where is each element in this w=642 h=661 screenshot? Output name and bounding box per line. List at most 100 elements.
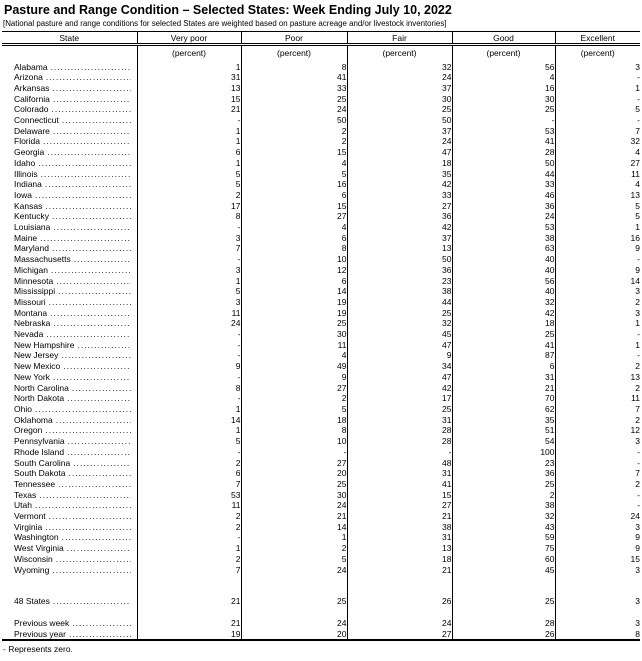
state-row: Tennessee 7 25 41 25 2 — [2, 478, 640, 490]
state-label: Virginia — [14, 521, 43, 532]
excellent-value: 27 — [554, 157, 640, 169]
good-value: 42 — [451, 307, 555, 319]
state-label: Oregon — [14, 425, 43, 436]
dot-leader — [53, 126, 131, 137]
state-cell: Wyoming — [2, 565, 137, 576]
very-poor-value: 21 — [136, 617, 241, 629]
poor-value: 25 — [240, 596, 347, 607]
dot-leader — [67, 543, 131, 554]
excellent-value: 1 — [554, 82, 640, 94]
very-poor-value: 6 — [136, 468, 241, 479]
good-value: 43 — [451, 521, 555, 533]
fair-value: 25 — [346, 404, 452, 415]
dot-leader — [67, 447, 130, 458]
very-poor-value: - — [136, 329, 241, 340]
dot-leader — [45, 179, 131, 190]
state-cell: Massachusetts — [2, 254, 137, 265]
state-row: Arkansas 13 33 37 16 1 — [2, 82, 640, 94]
state-cell: Nebraska — [2, 318, 137, 329]
state-label: Pennsylvania — [14, 436, 65, 447]
state-cell: Minnesota — [2, 276, 137, 287]
state-row: Wyoming 7 24 21 45 3 — [2, 564, 640, 576]
state-row: Kentucky 8 27 36 24 5 — [2, 211, 640, 223]
column-header-poor: Poor — [240, 31, 347, 46]
excellent-value: 8 — [554, 628, 640, 641]
fair-value: 37 — [346, 232, 452, 244]
poor-value: 15 — [240, 147, 347, 158]
summary-section: 48 States 21 25 26 25 3 — [2, 575, 640, 618]
good-value: 100 — [451, 446, 555, 458]
state-row: North Carolina 8 27 42 21 2 — [2, 382, 640, 394]
good-value: 25 — [451, 478, 555, 490]
poor-value: 8 — [240, 243, 347, 255]
fair-value: 28 — [346, 436, 452, 447]
state-cell: Vermont — [2, 511, 137, 522]
state-row: Ohio 1 5 25 62 7 — [2, 404, 640, 415]
excellent-value: 9 — [554, 243, 640, 255]
state-label: Alabama — [14, 61, 48, 72]
poor-value: 2 — [240, 136, 347, 148]
state-cell: Arizona — [2, 72, 137, 83]
fair-value: 42 — [346, 222, 452, 233]
fair-value: 18 — [346, 157, 452, 169]
column-header-very-poor: Very poor — [136, 31, 241, 46]
state-cell: Previous week — [2, 618, 137, 629]
state-row: Oklahoma 14 18 31 35 2 — [2, 414, 640, 426]
very-poor-value: 2 — [136, 521, 241, 533]
fair-value: 37 — [346, 125, 452, 137]
very-poor-value: 2 — [136, 457, 241, 469]
state-cell: Previous year — [2, 629, 137, 641]
fair-value: 36 — [346, 264, 452, 276]
state-cell: Montana — [2, 308, 137, 319]
very-poor-value: - — [136, 115, 241, 126]
state-row: Maine 3 6 37 38 16 — [2, 232, 640, 244]
poor-value: 20 — [240, 468, 347, 479]
state-cell: Kentucky — [2, 211, 137, 222]
fair-value: 27 — [346, 628, 452, 641]
very-poor-value: 7 — [136, 243, 241, 255]
column-header-state: State — [2, 31, 137, 46]
dot-leader — [51, 62, 131, 73]
very-poor-value: 3 — [136, 264, 241, 276]
state-rows: Alabama 1 8 32 56 3 Arizona — [2, 61, 640, 576]
state-row: Michigan 3 12 36 40 9 — [2, 264, 640, 276]
excellent-value: 3 — [554, 307, 640, 319]
poor-value: 6 — [240, 189, 347, 201]
state-label: Louisiana — [14, 222, 51, 233]
very-poor-value: 8 — [136, 382, 241, 394]
fair-value: 13 — [346, 243, 452, 255]
dot-leader — [35, 500, 131, 511]
dot-leader — [52, 211, 131, 222]
state-label: Connecticut — [14, 115, 59, 126]
column-header-good: Good — [451, 31, 555, 46]
good-value: 50 — [451, 157, 555, 169]
excellent-value: 13 — [554, 371, 640, 383]
column-header-row: State Very poor Poor Fair Good Excellent — [2, 31, 640, 46]
poor-value: 27 — [240, 382, 347, 394]
poor-value: 25 — [240, 93, 347, 105]
unit-cell: (percent) — [346, 44, 452, 62]
very-poor-value: 53 — [136, 489, 241, 501]
very-poor-value: - — [136, 371, 241, 383]
dot-leader — [46, 72, 131, 83]
state-cell: Iowa — [2, 190, 137, 201]
very-poor-value: 1 — [136, 125, 241, 137]
state-label: Delaware — [14, 125, 50, 136]
very-poor-value: 1 — [136, 157, 241, 169]
excellent-value: 16 — [554, 232, 640, 244]
very-poor-value: 11 — [136, 500, 241, 512]
poor-value: 11 — [240, 339, 347, 351]
unit-cell-empty — [2, 45, 137, 62]
state-label: Washington — [14, 532, 59, 543]
excellent-value: 9 — [554, 532, 640, 544]
good-value: 70 — [451, 393, 555, 404]
good-value: 45 — [451, 564, 555, 576]
very-poor-value: 8 — [136, 211, 241, 223]
fair-value: 31 — [346, 532, 452, 544]
good-value: 2 — [451, 489, 555, 501]
fair-value: 21 — [346, 564, 452, 576]
fair-value: 34 — [346, 361, 452, 372]
state-label: New Jersey — [14, 350, 59, 361]
dot-leader — [58, 479, 130, 490]
state-row: Colorado 21 24 25 25 5 — [2, 104, 640, 116]
